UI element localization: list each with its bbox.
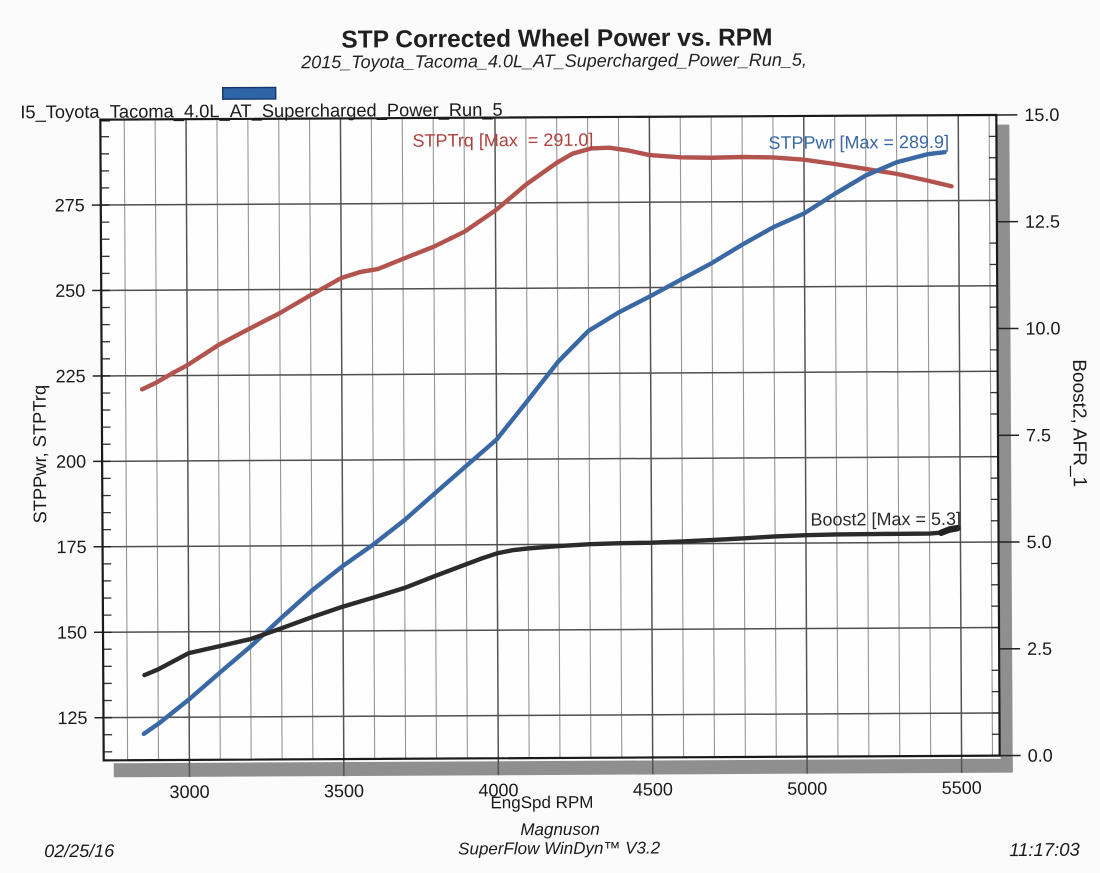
svg-text:STPTrq [Max = 291.0]: STPTrq [Max = 291.0]: [412, 130, 593, 151]
svg-text:5500: 5500: [942, 778, 982, 798]
svg-text:5.0: 5.0: [1027, 532, 1052, 552]
svg-text:7.5: 7.5: [1026, 425, 1051, 445]
svg-text:STPPwr, STPTrq: STPPwr, STPTrq: [29, 385, 51, 524]
svg-text:Boost2, AFR_1: Boost2, AFR_1: [1068, 359, 1090, 487]
svg-text:STP Corrected Wheel Power vs.: STP Corrected Wheel Power vs. RPM: [341, 24, 772, 53]
svg-text:11:17:03: 11:17:03: [1009, 839, 1080, 860]
svg-text:175: 175: [56, 537, 86, 557]
svg-text:4500: 4500: [633, 779, 673, 799]
svg-text:15.0: 15.0: [1024, 105, 1059, 125]
svg-text:5000: 5000: [787, 779, 827, 799]
svg-text:10.0: 10.0: [1025, 318, 1060, 338]
svg-text:0.0: 0.0: [1028, 746, 1053, 766]
svg-text:2015_Toyota_Tacoma_4.0L_AT_Sup: 2015_Toyota_Tacoma_4.0L_AT_Supercharged_…: [300, 50, 807, 73]
svg-text:3000: 3000: [169, 782, 209, 802]
svg-text:12.5: 12.5: [1025, 212, 1060, 232]
svg-text:SuperFlow WinDyn™ V3.2: SuperFlow WinDyn™ V3.2: [458, 838, 661, 858]
svg-text:4000: 4000: [478, 780, 518, 800]
svg-text:Boost2 [Max = 5.3]: Boost2 [Max = 5.3]: [810, 509, 961, 530]
svg-text:02/25/16: 02/25/16: [44, 841, 115, 861]
svg-text:275: 275: [55, 195, 85, 215]
svg-text:225: 225: [56, 366, 86, 386]
svg-text:2.5: 2.5: [1027, 639, 1052, 659]
svg-text:200: 200: [56, 452, 86, 472]
svg-text:3500: 3500: [324, 781, 364, 801]
svg-text:STPPwr [Max = 289.9]: STPPwr [Max = 289.9]: [768, 132, 949, 153]
svg-text:125: 125: [57, 708, 87, 728]
svg-text:EngSpd RPM: EngSpd RPM: [490, 793, 593, 813]
svg-text:Magnuson: Magnuson: [520, 820, 599, 839]
svg-text:I5_Toyota_Tacoma_4.0L_AT_Super: I5_Toyota_Tacoma_4.0L_AT_Supercharged_Po…: [20, 99, 503, 124]
svg-text:250: 250: [55, 281, 85, 301]
svg-text:150: 150: [57, 623, 87, 643]
